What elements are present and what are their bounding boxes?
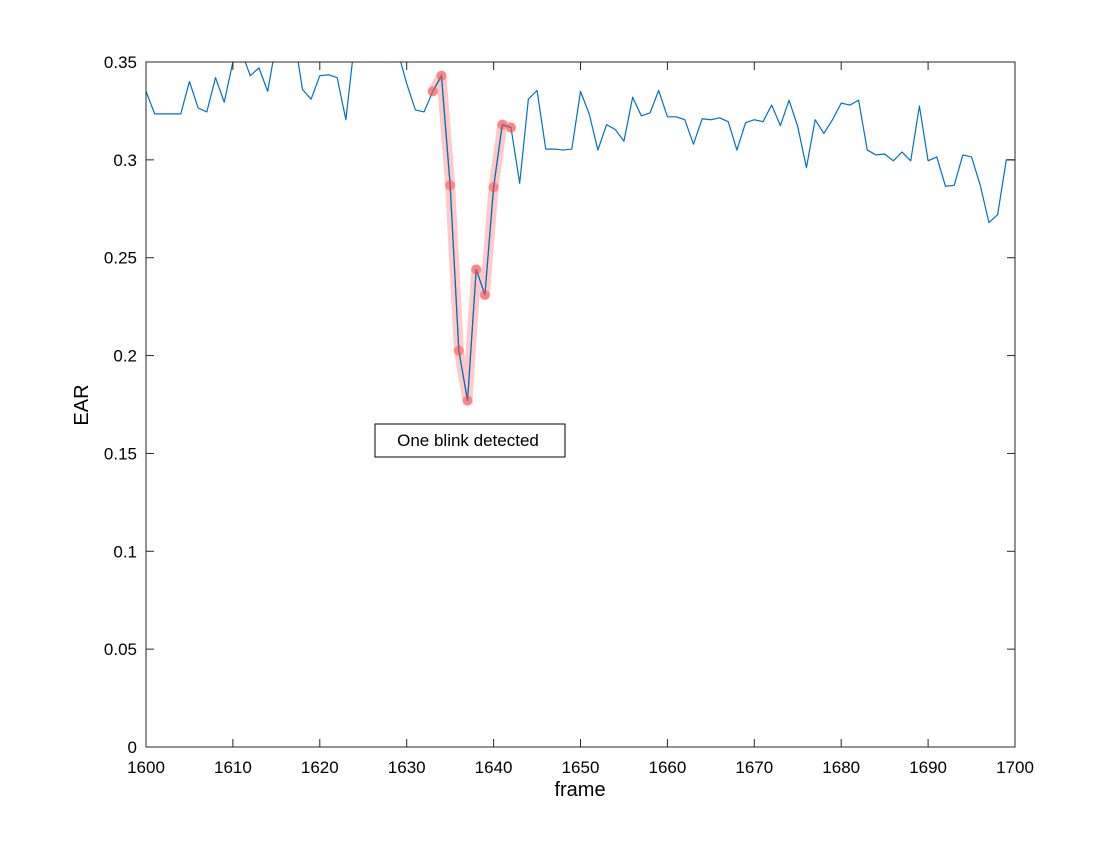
blink-segment-line <box>432 73 512 401</box>
y-tick-label: 0.3 <box>113 151 137 170</box>
y-tick-label: 0 <box>128 738 137 757</box>
blink-point <box>436 70 447 81</box>
blink-point <box>471 264 482 275</box>
x-tick-label: 1640 <box>475 758 513 777</box>
x-axis-label: frame <box>554 779 605 801</box>
blink-point <box>445 180 456 191</box>
blink-point <box>488 182 499 193</box>
x-tick-label: 1680 <box>822 758 860 777</box>
x-tick-label: 1610 <box>214 758 252 777</box>
x-tick-label: 1630 <box>388 758 426 777</box>
x-tick-label: 1660 <box>648 758 686 777</box>
ear-series-line <box>146 62 1015 402</box>
y-tick-label: 0.1 <box>113 542 137 561</box>
annotation-text: One blink detected <box>397 431 539 450</box>
y-tick-label: 0.35 <box>104 53 137 72</box>
x-tick-label: 1620 <box>301 758 339 777</box>
blink-point <box>505 122 516 133</box>
x-tick-label: 1600 <box>127 758 165 777</box>
blink-point <box>479 289 490 300</box>
y-tick-label: 0.05 <box>104 640 137 659</box>
x-tick-label: 1700 <box>996 758 1034 777</box>
blink-point <box>453 345 464 356</box>
x-tick-label: 1690 <box>909 758 947 777</box>
y-axis-label: EAR <box>71 384 93 425</box>
annotation-box <box>374 423 566 458</box>
blink-point <box>462 395 473 406</box>
x-tick-label: 1650 <box>562 758 600 777</box>
blink-point <box>427 86 438 97</box>
y-tick-label: 0.25 <box>104 249 137 268</box>
y-tick-label: 0.15 <box>104 444 137 463</box>
blink-point <box>497 119 508 130</box>
plot-area <box>146 62 1015 747</box>
y-tick-label: 0.2 <box>113 347 137 366</box>
x-tick-label: 1670 <box>735 758 773 777</box>
